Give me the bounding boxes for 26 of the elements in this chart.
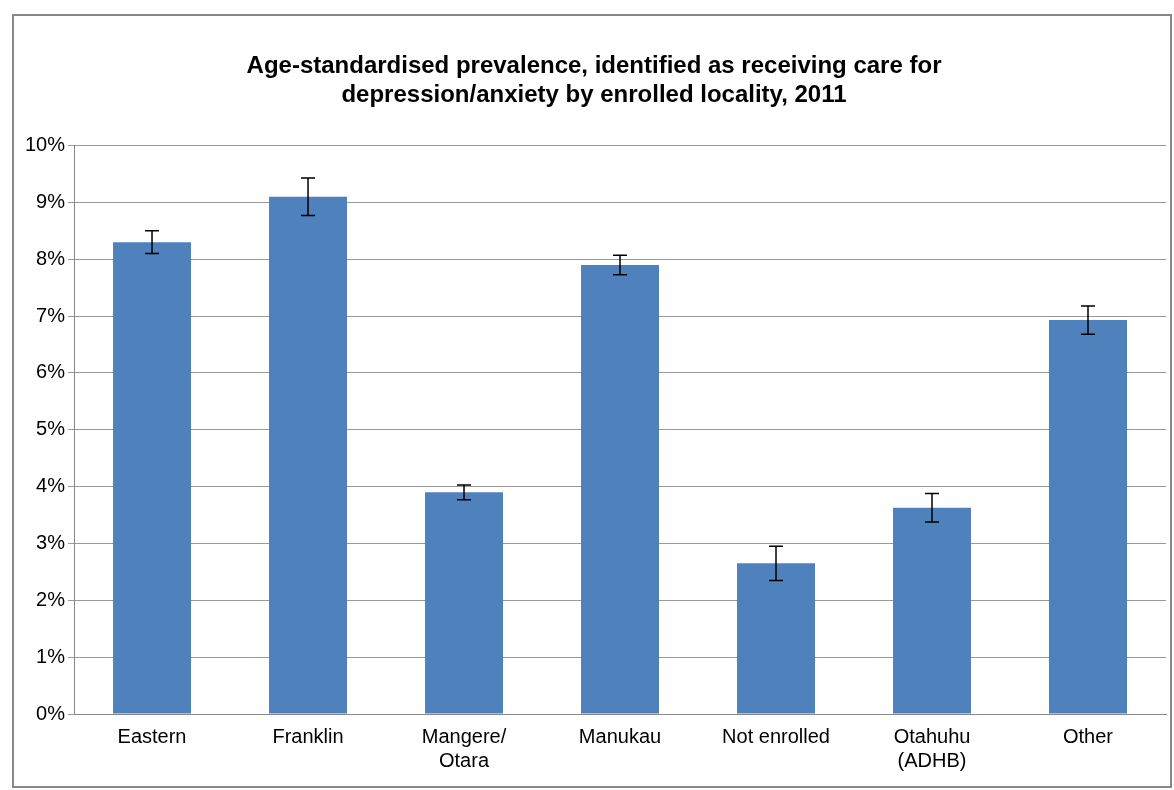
- y-tick-label: 7%: [36, 303, 66, 326]
- x-tick-label: Not enrolled: [722, 724, 830, 747]
- x-tick-label: Manukau: [578, 724, 662, 747]
- bar: [269, 196, 348, 714]
- y-tick-label: 2%: [36, 587, 66, 610]
- y-tick-label: 4%: [36, 474, 66, 497]
- bar: [737, 563, 816, 714]
- x-tick-label: Franklin: [272, 724, 344, 747]
- y-tick-label: 10%: [25, 133, 66, 156]
- y-tick-label: 8%: [36, 246, 66, 269]
- chart-title: Age-standardised prevalence, identified as receiving care for depression/anxiety by enrolled locality, 2011: [246, 51, 942, 107]
- bar: [425, 492, 504, 714]
- y-tick-label: 0%: [36, 701, 66, 724]
- y-tick-label: 9%: [36, 189, 66, 212]
- bar: [113, 242, 192, 714]
- bar: [581, 264, 660, 714]
- bar: [1049, 320, 1127, 714]
- y-tick-label: 5%: [36, 417, 66, 440]
- bar: [893, 507, 972, 714]
- y-tick-label: 6%: [36, 360, 66, 383]
- y-tick-label: 3%: [36, 531, 66, 553]
- y-tick-label: 1%: [36, 644, 66, 667]
- x-tick-label: Otahuhu (ADHB): [893, 724, 971, 771]
- x-tick-label: Eastern: [117, 724, 187, 747]
- x-tick-label: Mangere/ Otara: [421, 724, 507, 771]
- x-tick-label: Other: [1062, 724, 1114, 747]
